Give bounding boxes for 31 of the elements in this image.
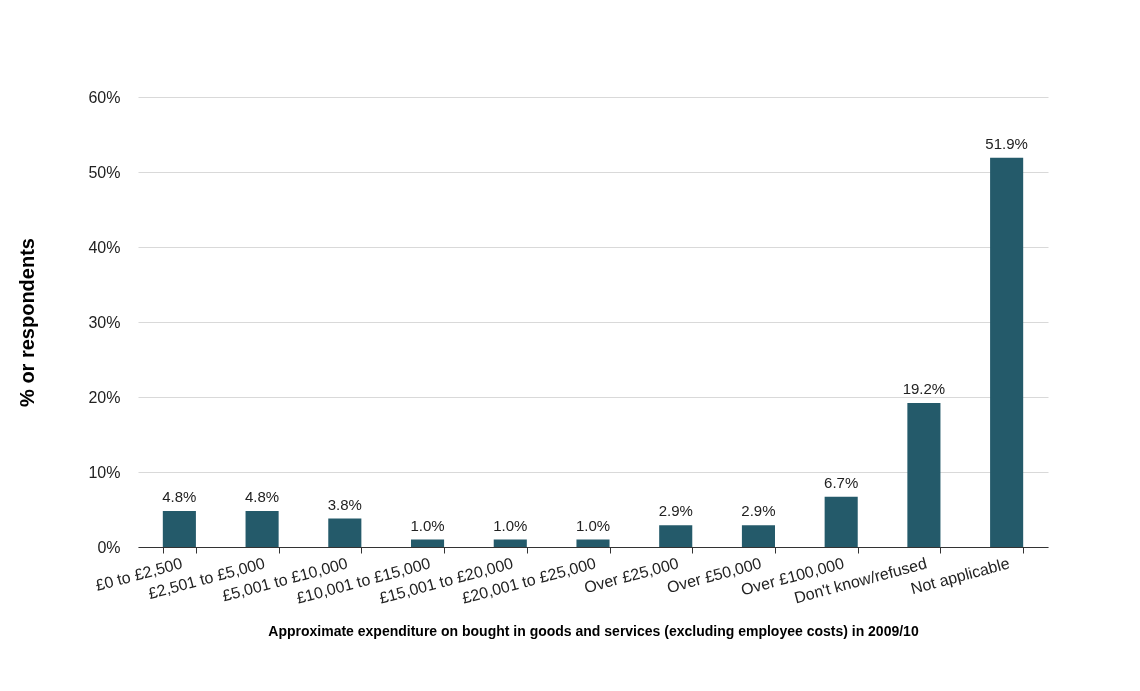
y-axis-title: % or respondents bbox=[16, 238, 39, 407]
data-label: 1.0% bbox=[575, 516, 611, 534]
data-label: 3.8% bbox=[327, 495, 362, 513]
y-tick-label: 50% bbox=[88, 163, 121, 181]
bar bbox=[576, 539, 610, 547]
x-axis-title: Approximate expenditure on bought in goods and services (excluding employee costs) in 2009/10 bbox=[268, 622, 919, 639]
y-tick-label: 20% bbox=[88, 388, 121, 406]
y-tick-label: 10% bbox=[88, 463, 121, 481]
data-label: 1.0% bbox=[493, 516, 528, 534]
bar bbox=[411, 539, 445, 547]
y-tick-label: 30% bbox=[88, 313, 121, 331]
data-label: 4.8% bbox=[162, 488, 197, 505]
data-label: 2.9% bbox=[658, 502, 693, 520]
bar bbox=[741, 525, 775, 547]
bar bbox=[493, 539, 527, 547]
bar bbox=[659, 525, 693, 547]
data-label: 19.2% bbox=[902, 380, 946, 397]
data-label: 2.9% bbox=[741, 502, 776, 520]
bar bbox=[990, 157, 1024, 547]
y-tick-label: 60% bbox=[88, 88, 121, 106]
data-label: 6.7% bbox=[824, 473, 859, 491]
y-tick-label: 40% bbox=[88, 238, 121, 256]
bar bbox=[328, 518, 362, 547]
data-label: 4.8% bbox=[244, 488, 280, 505]
bar bbox=[824, 496, 858, 547]
bar bbox=[245, 511, 279, 547]
bar bbox=[162, 511, 196, 547]
y-tick-label: 0% bbox=[97, 538, 121, 556]
bar bbox=[907, 403, 941, 547]
data-label: 1.0% bbox=[410, 516, 445, 534]
data-label: 51.9% bbox=[985, 134, 1028, 152]
